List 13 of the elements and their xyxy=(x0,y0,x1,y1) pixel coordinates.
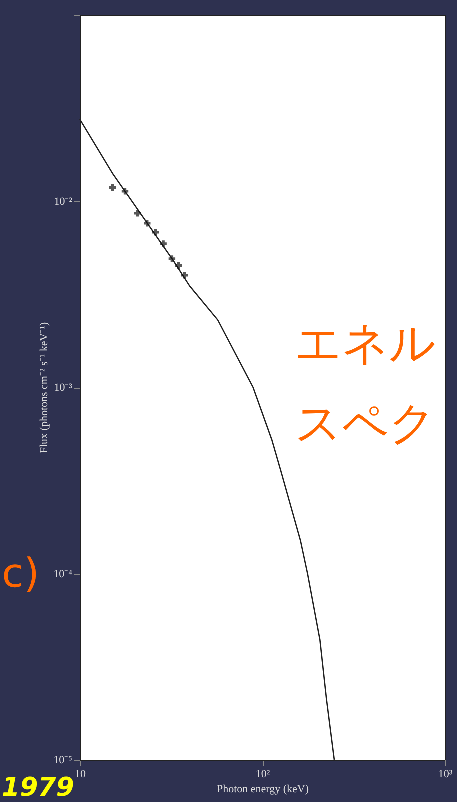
text: 1979 xyxy=(2,773,74,802)
x-tick-label: 10 xyxy=(75,768,86,780)
x-axis-title: Photon energy (keV) xyxy=(216,784,310,796)
annotation: スペク xyxy=(295,396,436,450)
y-axis-title: Flux (photons cm⁻² s⁻¹ keV⁻¹) xyxy=(38,322,51,454)
y-tick-label: 10⁻³ xyxy=(54,382,74,394)
annotation: エネル xyxy=(295,316,436,370)
text: c) xyxy=(2,551,40,597)
x-tick-label: 10² xyxy=(256,768,271,780)
y-tick-label: 10⁻² xyxy=(54,196,74,208)
y-tick-label: 10⁻⁵ xyxy=(54,754,73,766)
y-tick-label: 10⁻⁴ xyxy=(54,568,73,580)
x-tick-label: 10³ xyxy=(438,768,454,780)
